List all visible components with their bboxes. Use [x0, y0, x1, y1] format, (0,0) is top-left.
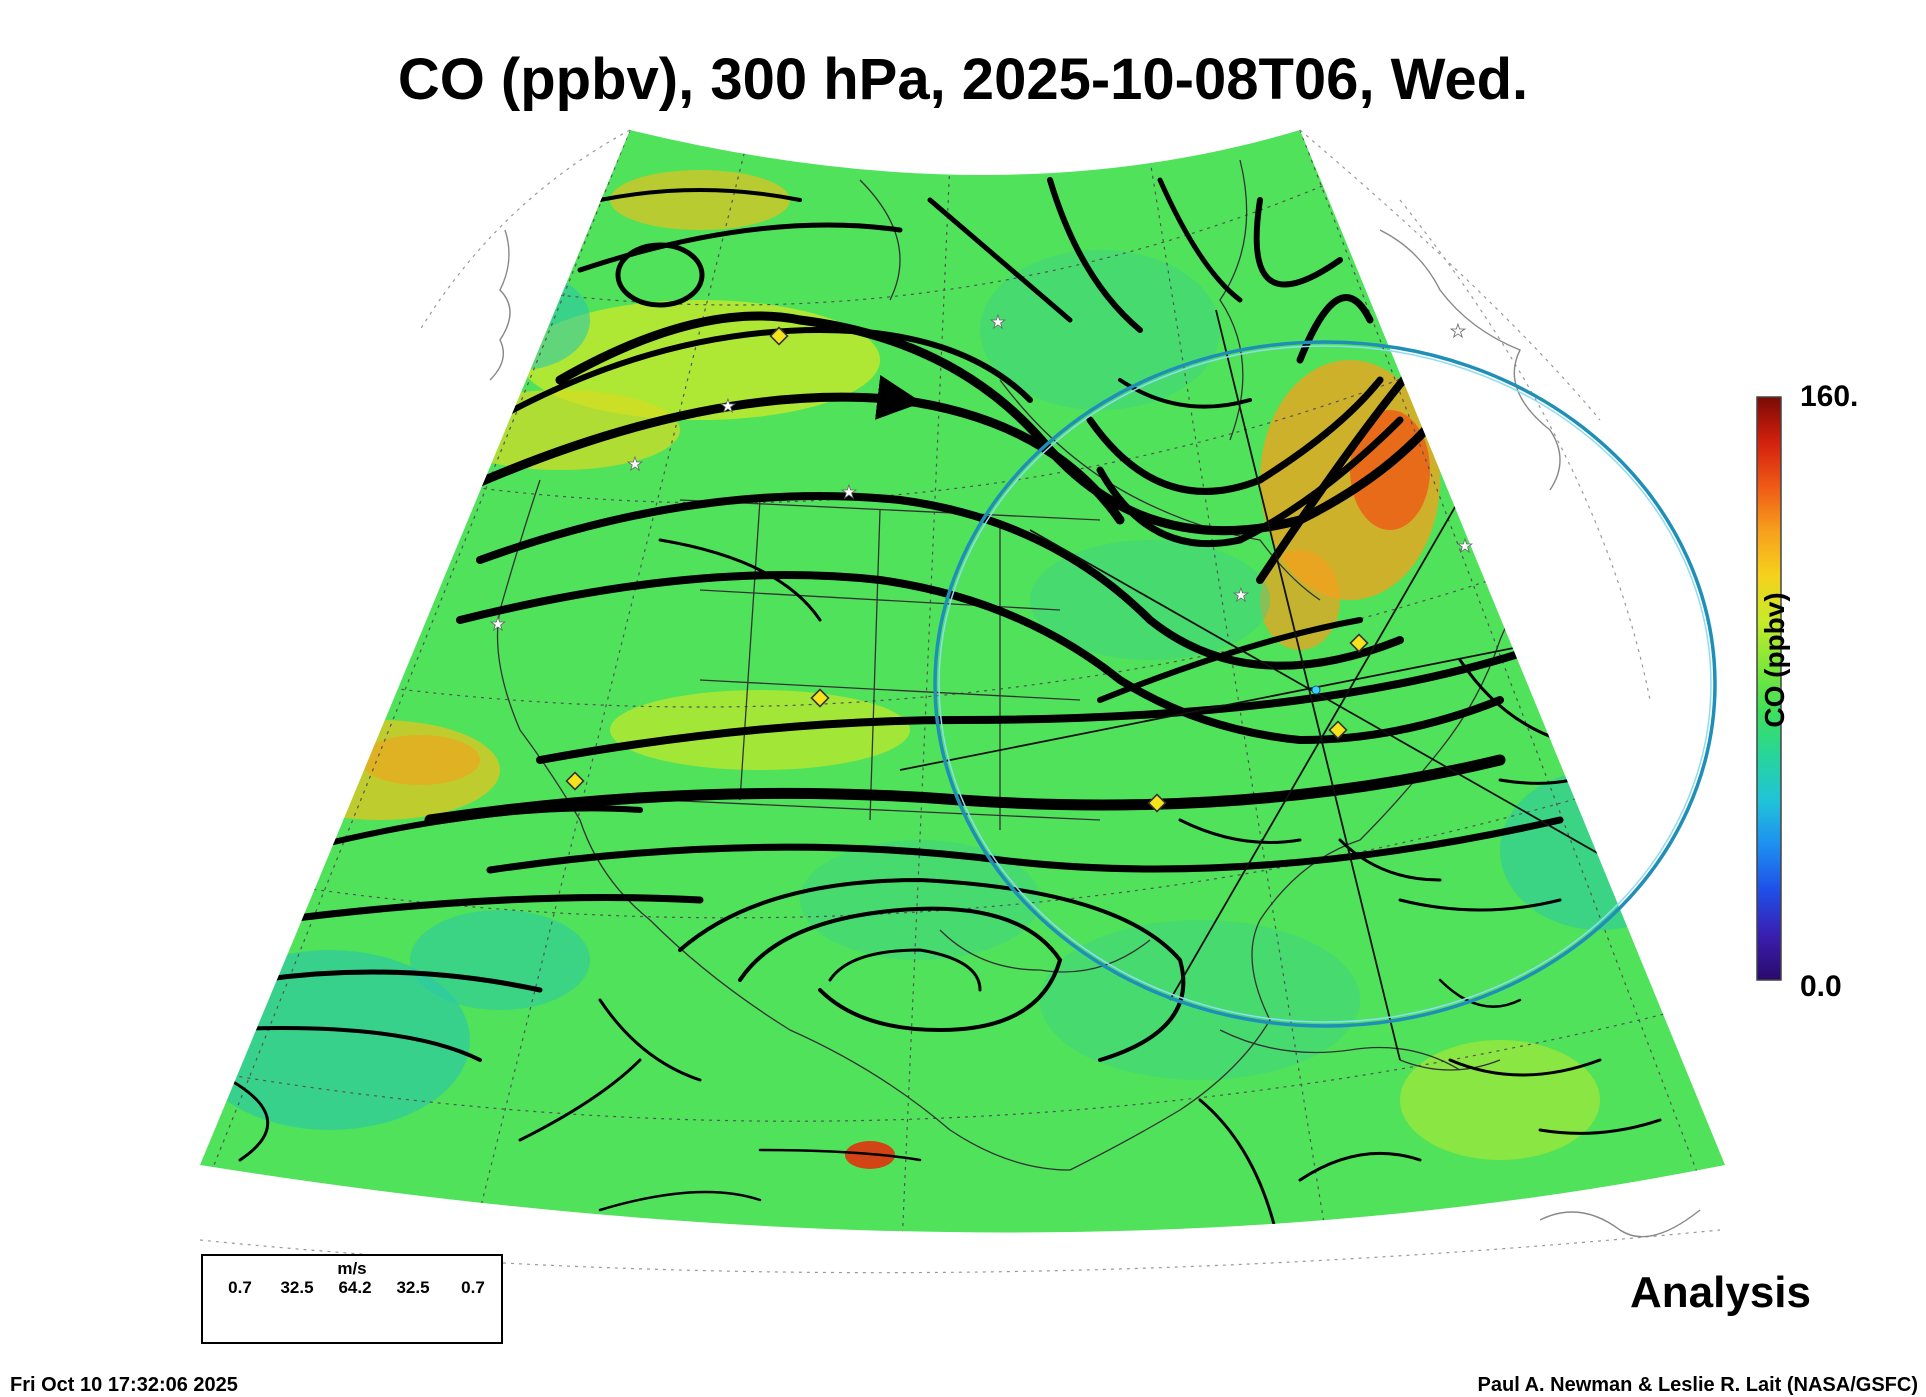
- colorbar-title: CO (ppbv): [1759, 592, 1790, 728]
- wind-legend: m/s 0.7 32.5 64.2 32.5 0.7: [201, 1254, 503, 1344]
- svg-text:★: ★: [720, 396, 736, 417]
- diamond-marker: [1349, 633, 1369, 653]
- diamond-marker: [769, 326, 789, 346]
- svg-text:★: ★: [841, 482, 857, 503]
- credit: Paul A. Newman & Leslie R. Lait (NASA/GS…: [1477, 1374, 1918, 1396]
- colorbar-max-label: 160.: [1800, 380, 1859, 413]
- svg-text:★: ★: [490, 614, 506, 635]
- site-markers: [565, 326, 1369, 813]
- svg-text:★: ★: [990, 312, 1006, 333]
- diamond-marker: [810, 688, 830, 708]
- svg-text:★: ★: [1233, 585, 1249, 606]
- wind-legend-speed: 32.5: [280, 1278, 314, 1297]
- diamond-marker: [565, 771, 585, 791]
- colorbar: [1756, 396, 1782, 981]
- outer-coastlines: [489, 229, 1701, 1238]
- outer-graticule: [199, 129, 1721, 1274]
- svg-text:★: ★: [1457, 536, 1473, 557]
- wind-legend-speed: 32.5: [396, 1278, 430, 1297]
- star-markers: ★ ★ ★ ★ ★ ★ ★ ★: [490, 312, 1474, 636]
- wind-legend-speed: 64.2: [338, 1278, 372, 1297]
- analysis-label: Analysis: [1630, 1268, 1811, 1317]
- wind-legend-unit: m/s: [337, 1259, 367, 1278]
- wind-legend-speed: 0.7: [461, 1278, 485, 1297]
- map-sector: [200, 130, 1725, 1233]
- svg-text:★: ★: [1450, 321, 1466, 342]
- colorbar-min-label: 0.0: [1800, 970, 1842, 1003]
- diamond-marker: [1328, 720, 1348, 740]
- timestamp: Fri Oct 10 17:32:06 2025: [10, 1374, 238, 1396]
- map-title: CO (ppbv), 300 hPa, 2025-10-08T06, Wed.: [397, 47, 1529, 112]
- colorbar-gradient: [1756, 396, 1782, 981]
- svg-text:★: ★: [627, 454, 643, 475]
- wind-legend-speed: 0.7: [228, 1278, 252, 1297]
- diamond-marker: [1147, 793, 1167, 813]
- range-circle: [933, 340, 1717, 1028]
